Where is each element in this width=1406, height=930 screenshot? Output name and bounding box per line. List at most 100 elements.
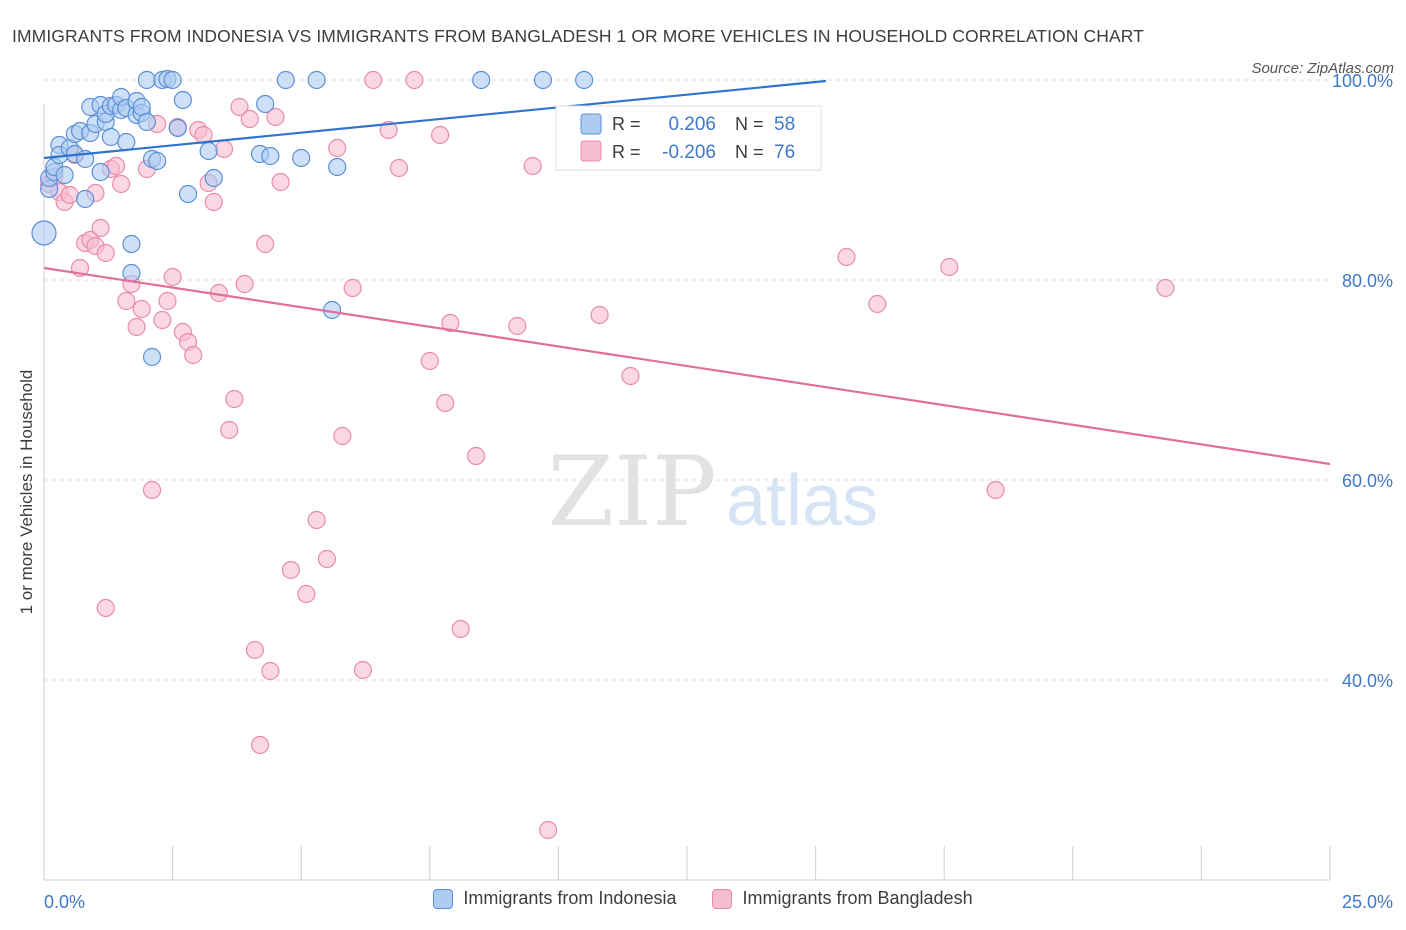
legend-n-label: N = [735,142,764,162]
data-point [142,480,162,500]
legend-item-indonesia[interactable]: Immigrants from Indonesia [433,888,676,909]
data-point [261,146,280,166]
legend-r-label: R = [612,142,641,162]
data-point [60,185,79,205]
trend-lines [43,79,1331,466]
data-point [328,157,347,177]
chart-title: IMMIGRANTS FROM INDONESIA VS IMMIGRANTS … [12,26,1144,46]
data-point [405,70,424,90]
data-point [539,820,558,840]
data-point [472,70,491,90]
data-point [230,97,249,117]
watermark-atlas: atlas [726,461,878,541]
correlation-legend: R = 0.206 N = 58 R = -0.206 N = 76 [555,105,822,171]
data-point [317,549,337,569]
legend-swatch-bangladesh [580,140,602,162]
data-point [122,234,141,254]
legend-item-bangladesh[interactable]: Immigrants from Bangladesh [712,888,973,909]
legend-r-value: -0.206 [662,142,716,163]
data-point [96,243,115,263]
data-point [441,313,460,333]
legend-r-label: R = [612,114,641,134]
data-point [297,584,316,604]
data-point [986,480,1005,500]
data-point [76,189,95,209]
data-point [225,389,244,409]
data-point [122,263,141,283]
data-point [184,345,203,365]
data-point [106,156,126,176]
data-point [117,291,136,311]
data-point [420,351,439,371]
watermark: ZIP atlas [547,436,878,548]
data-point [245,640,265,660]
data-point [436,393,455,413]
legend-label-indonesia: Immigrants from Indonesia [463,888,677,908]
data-point [328,138,347,158]
legend-n-value: 76 [774,142,795,163]
data-point [451,619,470,639]
data-point [508,316,527,336]
data-point [1156,278,1175,298]
data-point [158,291,177,311]
data-point [523,156,542,176]
data-point [235,274,254,294]
data-point [117,132,136,152]
legend-r-value: 0.206 [668,114,716,135]
data-point [307,510,326,530]
data-point [137,70,156,90]
data-point [163,267,182,287]
data-point [31,220,57,246]
data-point [256,94,275,114]
y-tick-label: 80.0% [1342,271,1393,291]
y-tick-label: 60.0% [1342,471,1393,491]
data-point [91,162,110,182]
legend-swatch-bangladesh [712,888,733,909]
data-point [533,70,553,90]
data-point [112,174,131,194]
data-point [364,70,383,90]
data-point [199,141,218,161]
data-point [173,90,192,110]
y-axis-label: 1 or more Vehicles in Household [17,370,36,615]
data-point [148,151,167,171]
data-point [379,120,398,140]
data-point [55,165,74,185]
data-point [204,168,223,188]
legend-n-label: N = [735,114,764,134]
data-point [266,107,285,127]
data-point [91,218,110,238]
data-point [142,347,162,367]
data-point [430,125,450,145]
data-point [261,661,280,681]
data-point [256,234,275,254]
legend-n-value: 58 [774,114,795,135]
data-point [575,70,594,90]
x-tick-label: 0.0% [44,892,85,912]
series-indonesia-points [31,69,594,367]
data-point [590,305,609,325]
data-point [96,598,115,618]
series-legend: Immigrants from Indonesia Immigrants fro… [0,888,1406,909]
data-point [204,192,223,212]
y-tick-labels: 100.0% 80.0% 60.0% 40.0% [1332,71,1393,691]
data-point [837,247,856,267]
source-label: Source: ZipAtlas.com [1251,60,1394,77]
legend-swatch-indonesia [433,888,454,909]
data-point [153,310,172,330]
data-point [292,148,311,168]
x-tick-labels: 0.0% 25.0% [44,892,1393,912]
data-point [389,158,409,178]
trend-line-indonesia [43,79,826,160]
data-point [220,420,239,440]
data-point [307,70,326,90]
data-point [168,118,187,138]
y-tick-label: 40.0% [1342,671,1393,691]
data-point [240,109,259,129]
data-point [271,172,290,192]
trend-line-bangladesh [43,266,1331,466]
data-point [466,446,486,466]
data-point [132,299,151,319]
data-point [137,112,156,132]
